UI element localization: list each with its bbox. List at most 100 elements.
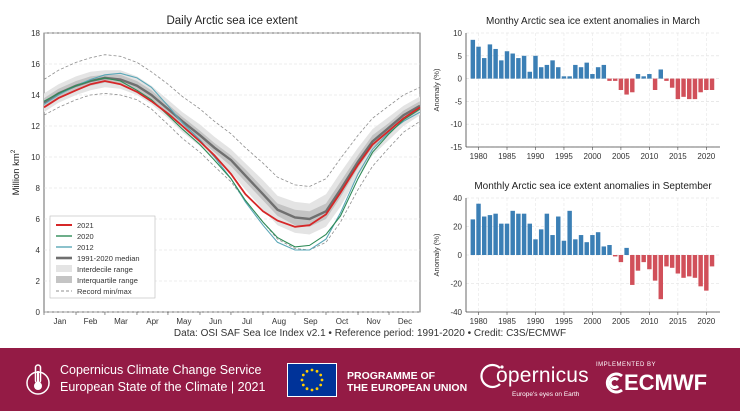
march-bar-2000 (590, 74, 595, 79)
september-bar-2014 (669, 255, 675, 268)
daily-x-tick-label: Jan (54, 317, 67, 326)
march-bar-2005 (618, 78, 624, 90)
series-line-2020 (43, 77, 421, 248)
september-bar-1986 (510, 210, 515, 255)
daily-x-tick-label: Nov (366, 317, 380, 326)
c3s-line-2: European State of the Climate | 2021 (60, 380, 266, 394)
september-y-tick-label: -20 (450, 280, 462, 289)
march-bar-2019 (698, 78, 703, 93)
daily-x-tick-label: May (176, 317, 191, 326)
march-bar-2004 (612, 78, 618, 81)
march-x-tick-label: 1985 (498, 152, 516, 161)
c3s-title: Copernicus Climate Change Service Europe… (60, 362, 265, 396)
september-x-tick-label: 2015 (669, 317, 687, 326)
legend-entry-label: Interquartile range (77, 276, 138, 285)
september-bar-2012 (658, 255, 663, 300)
march-bar-1987 (516, 58, 521, 79)
daily-x-tick-label: Sep (303, 317, 318, 326)
eu-line-1: PROGRAMME OF (347, 370, 436, 382)
eu-stars-icon (300, 368, 324, 392)
march-bar-1983 (493, 48, 498, 79)
march-y-tick-label: -10 (450, 120, 462, 129)
september-bar-2016 (681, 255, 686, 278)
ecmwf-logo-icon (605, 372, 623, 394)
march-bar-2002 (601, 64, 607, 79)
march-bar-1988 (521, 55, 527, 79)
march-bar-2013 (664, 78, 669, 81)
september-bar-1988 (521, 213, 527, 255)
september-bar-2010 (647, 255, 652, 270)
march-bar-1993 (550, 60, 555, 79)
september-bar-1998 (578, 235, 584, 255)
march-bar-1986 (510, 53, 515, 79)
september-x-tick-label: 1980 (470, 317, 488, 326)
march-bar-1979 (470, 39, 476, 79)
march-x-tick-label: 1990 (527, 152, 545, 161)
march-bar-1990 (533, 55, 538, 79)
september-bar-1980 (476, 203, 481, 255)
september-bar-1993 (550, 235, 555, 255)
daily-x-tick-label: Jun (209, 317, 222, 326)
daily-x-tick-label: Aug (272, 317, 286, 326)
daily-y-tick-label: 16 (31, 60, 40, 69)
september-bar-2015 (675, 255, 681, 274)
daily-y-tick-label: 6 (36, 215, 41, 224)
september-bar-1981 (482, 216, 487, 255)
march-bar-1980 (476, 46, 481, 79)
march-bar-2008 (635, 74, 641, 79)
daily-y-tick-label: 4 (36, 246, 41, 255)
september-bar-2018 (692, 255, 698, 278)
march-x-tick-label: 2000 (584, 152, 602, 161)
september-bar-1990 (533, 239, 538, 255)
march-x-tick-label: 2015 (669, 152, 687, 161)
daily-y-tick-label: 12 (31, 122, 40, 131)
daily-y-tick-label: 8 (36, 184, 41, 193)
march-bar-1999 (584, 62, 589, 79)
september-bar-2013 (664, 255, 669, 267)
daily-y-axis-unit: 2 (10, 149, 17, 153)
daily-y-axis-label: Million km2 (10, 149, 22, 195)
september-bar-1992 (544, 213, 550, 255)
legend-entry-label: Record min/max (77, 287, 132, 296)
september-bar-2003 (607, 245, 612, 255)
september-y-tick-label: 20 (453, 223, 462, 232)
daily-y-tick-label: 0 (36, 308, 41, 317)
march-bar-2015 (675, 78, 681, 100)
september-bar-2004 (612, 255, 618, 257)
charts-svg: 0 2 4 6 8 10 12 14 16 18 Jan Feb Mar Apr May Jun Jul Aug S… (10, 15, 720, 326)
copernicus-logo-icon (480, 363, 504, 389)
march-bar-2012 (658, 69, 663, 79)
eu-programme-label: PROGRAMME OF THE EUROPEAN UNION (347, 370, 467, 394)
march-bar-1989 (527, 71, 532, 79)
daily-chart-title: Daily Arctic sea ice extent (166, 15, 298, 27)
september-x-tick-label: 1990 (527, 317, 545, 326)
footer-banner: Copernicus Climate Change Service Europe… (0, 348, 740, 411)
record-max-line (43, 54, 421, 187)
copernicus-tagline: Europe's eyes on Earth (512, 391, 580, 398)
march-y-tick-label: 10 (453, 29, 462, 38)
daily-y-tick-label: 18 (31, 29, 40, 38)
march-y-axis-label: Anomaly (%) (432, 68, 441, 111)
march-x-tick-label: 2010 (640, 152, 658, 161)
september-y-tick-label: -40 (450, 308, 462, 317)
september-x-tick-label: 2000 (584, 317, 602, 326)
march-x-tick-label: 1980 (470, 152, 488, 161)
september-bar-2017 (687, 255, 692, 277)
eu-flag-icon (287, 363, 337, 397)
march-bar-2003 (607, 78, 612, 81)
march-bar-2001 (595, 67, 601, 79)
legend-entry-label: 2020 (77, 232, 94, 241)
interdecile-range-band (44, 70, 420, 235)
eu-line-2: THE EUROPEAN UNION (347, 382, 468, 394)
march-bar-1998 (578, 67, 584, 79)
daily-x-tick-label: Feb (84, 317, 98, 326)
ecmwf-wordmark: ECMWF (624, 370, 708, 395)
march-bar-2017 (687, 78, 692, 100)
september-bar-1999 (584, 242, 589, 255)
legend-swatch (56, 265, 72, 272)
september-bar-1983 (493, 213, 498, 255)
march-bar-1985 (504, 51, 510, 79)
daily-x-tick-label: Mar (114, 317, 128, 326)
march-bar-1991 (538, 67, 544, 79)
march-x-tick-label: 2005 (612, 152, 630, 161)
